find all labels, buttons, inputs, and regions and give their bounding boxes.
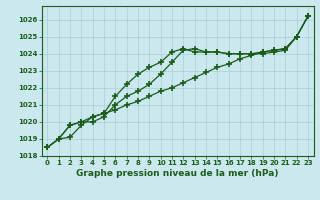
X-axis label: Graphe pression niveau de la mer (hPa): Graphe pression niveau de la mer (hPa) (76, 169, 279, 178)
